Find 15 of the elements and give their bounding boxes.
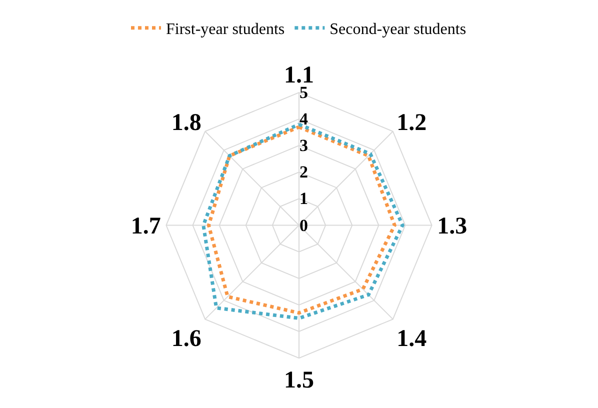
legend-label: Second-year students [330,21,466,38]
spoke-label: 1.8 [171,110,202,136]
y-tick-label: 4 [300,110,308,129]
y-tick-label: 1 [300,189,308,208]
y-tick-label: 0 [300,216,308,235]
spoke-label: 1.6 [171,326,202,352]
spoke-label: 1.7 [130,214,161,240]
legend-label: First-year students [166,21,285,38]
spoke-label: 1.3 [437,214,468,240]
y-tick-label: 3 [300,136,308,156]
spoke-label: 1.4 [396,326,427,352]
y-tick-label: 2 [300,162,308,182]
y-tick-label: 5 [300,83,308,102]
spoke-label: 1.5 [284,367,314,394]
spoke-label: 1.2 [396,110,427,136]
